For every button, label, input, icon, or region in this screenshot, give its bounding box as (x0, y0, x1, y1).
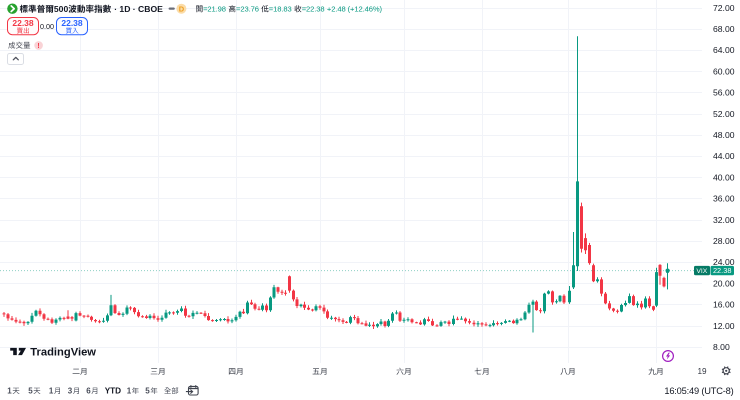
svg-text:3: 3 (68, 386, 73, 395)
svg-text:1: 1 (127, 386, 132, 395)
svg-text:12.00: 12.00 (713, 321, 735, 331)
svg-text:16:05:49 (UTC-8): 16:05:49 (UTC-8) (664, 386, 733, 396)
svg-text:VIX: VIX (696, 268, 707, 275)
svg-text:60.00: 60.00 (713, 66, 735, 76)
svg-text:YTD: YTD (105, 386, 121, 395)
svg-text:500: 500 (54, 4, 69, 14)
svg-text:8.00: 8.00 (713, 342, 730, 352)
svg-text:28.00: 28.00 (713, 236, 735, 246)
svg-text:20.00: 20.00 (713, 278, 735, 288)
svg-text:1: 1 (49, 386, 54, 395)
svg-text:22.38: 22.38 (12, 18, 34, 28)
svg-text:+2.48 (+12.46%): +2.48 (+12.46%) (327, 5, 383, 14)
svg-text:36.00: 36.00 (713, 194, 735, 204)
svg-text:22.38: 22.38 (61, 18, 83, 28)
svg-text:5: 5 (145, 386, 150, 395)
svg-text:=23.76: =23.76 (236, 5, 259, 14)
svg-text:6: 6 (86, 386, 91, 395)
svg-text:48.00: 48.00 (713, 130, 735, 140)
svg-text:0.00: 0.00 (40, 22, 54, 31)
svg-text:=22.38: =22.38 (302, 5, 325, 14)
svg-text:1: 1 (7, 386, 12, 395)
svg-text:24.00: 24.00 (713, 257, 735, 267)
svg-text:5: 5 (28, 386, 33, 395)
svg-text:=21.98: =21.98 (203, 5, 226, 14)
svg-text:40.00: 40.00 (713, 172, 735, 182)
svg-text:44.00: 44.00 (713, 151, 735, 161)
svg-text:32.00: 32.00 (713, 215, 735, 225)
svg-text:TradingView: TradingView (30, 346, 96, 358)
svg-text:52.00: 52.00 (713, 109, 735, 119)
svg-text:· 1D · CBOE: · 1D · CBOE (114, 4, 163, 14)
svg-text:!: ! (37, 43, 39, 50)
svg-text:19: 19 (697, 367, 707, 376)
svg-text:64.00: 64.00 (713, 45, 735, 55)
svg-text:68.00: 68.00 (713, 24, 735, 34)
svg-text:D: D (179, 5, 185, 14)
svg-text:=18.83: =18.83 (269, 5, 292, 14)
svg-text:16.00: 16.00 (713, 300, 735, 310)
svg-text:72.00: 72.00 (713, 3, 735, 13)
svg-text:56.00: 56.00 (713, 88, 735, 98)
svg-text:22.38: 22.38 (713, 266, 732, 275)
